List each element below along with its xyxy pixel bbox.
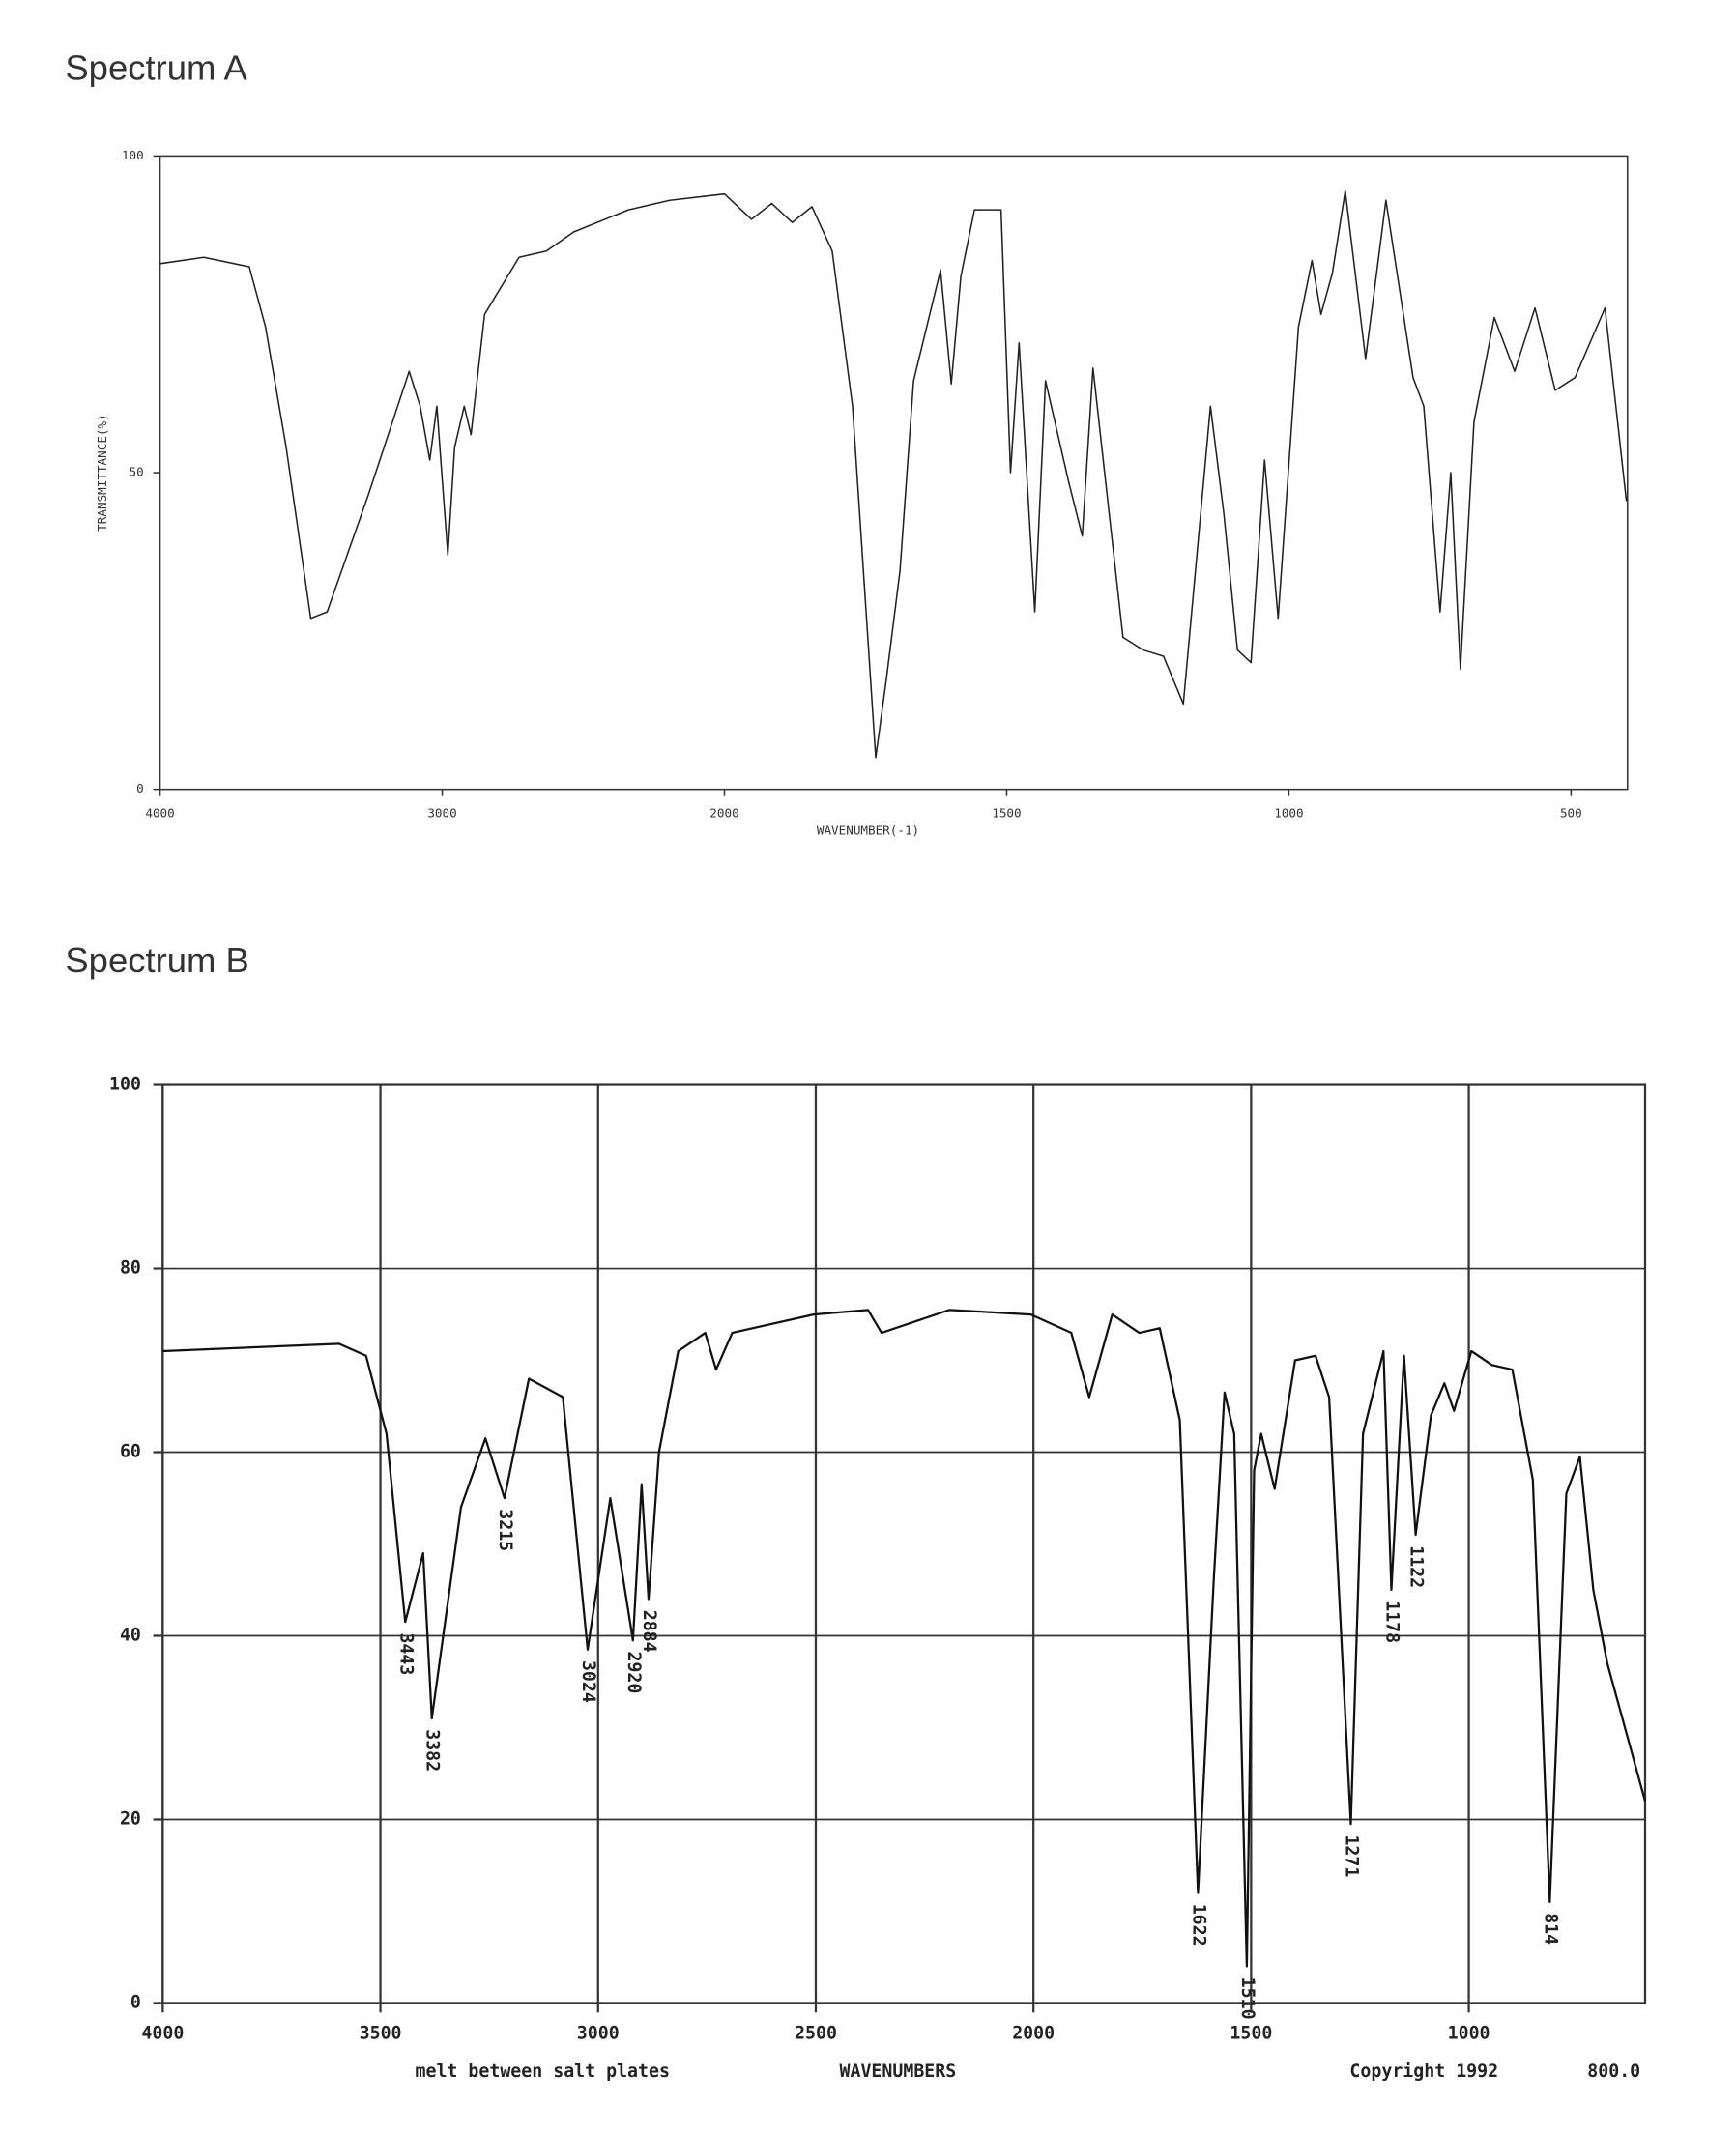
annotation: Copyright 1992 xyxy=(1349,2062,1498,2082)
x-tick-label: 1500 xyxy=(1230,2024,1272,2044)
plot-frame xyxy=(159,155,1629,791)
peak-label: 3024 xyxy=(578,1660,598,1703)
peak-label: 3215 xyxy=(495,1509,515,1551)
annotation: melt between salt plates xyxy=(416,2062,670,2082)
plot-frame xyxy=(161,1083,1647,2004)
y-tick-label: 100 xyxy=(122,148,144,162)
x-tick-label: 3000 xyxy=(427,805,456,820)
y-tick-label: 80 xyxy=(120,1258,141,1279)
y-tick-label: 50 xyxy=(130,465,144,479)
chart-title: Spectrum B xyxy=(65,940,249,980)
peak-label: 814 xyxy=(1540,1913,1560,1945)
x-tick-label: 1000 xyxy=(1274,805,1303,820)
x-axis-title: WAVENUMBERS xyxy=(839,2062,956,2082)
x-tick-label: 4000 xyxy=(141,2024,184,2044)
chart-title: Spectrum A xyxy=(65,48,247,88)
y-tick-label: 20 xyxy=(120,1808,141,1829)
peak-label: 2920 xyxy=(623,1651,644,1693)
peak-label: 1510 xyxy=(1237,1977,1258,2020)
x-tick-label: 3000 xyxy=(577,2024,620,2044)
y-tick-label: 0 xyxy=(130,1992,141,2012)
x-tick-label: 2500 xyxy=(795,2024,837,2044)
peak-label: 1271 xyxy=(1342,1834,1362,1877)
peak-label: 1622 xyxy=(1188,1904,1208,1947)
peak-label: 3382 xyxy=(422,1729,443,1772)
annotation: 800.0 xyxy=(1587,2062,1640,2082)
y-tick-label: 60 xyxy=(120,1442,141,1462)
spectrum-line xyxy=(159,189,1628,759)
peak-label: 3443 xyxy=(395,1632,416,1675)
x-tick-label: 3500 xyxy=(360,2024,402,2044)
peak-label: 2884 xyxy=(639,1610,659,1653)
x-tick-label: 500 xyxy=(1560,805,1582,820)
peak-label: 1178 xyxy=(1381,1600,1402,1643)
x-tick-label: 1500 xyxy=(992,805,1021,820)
x-tick-label: 2000 xyxy=(709,805,738,820)
x-tick-label: 2000 xyxy=(1012,2024,1055,2044)
y-axis-title: TRANSMITTANCE(%) xyxy=(95,414,109,531)
x-axis-title: WAVENUMBER(-1) xyxy=(817,823,919,838)
y-tick-label: 100 xyxy=(109,1075,141,1095)
peak-label: 1122 xyxy=(1406,1545,1427,1588)
x-tick-label: 1000 xyxy=(1448,2024,1490,2044)
y-tick-label: 40 xyxy=(120,1625,141,1645)
x-tick-label: 4000 xyxy=(145,805,174,820)
y-tick-label: 0 xyxy=(136,781,144,795)
spectrum-line xyxy=(162,1309,1647,1968)
